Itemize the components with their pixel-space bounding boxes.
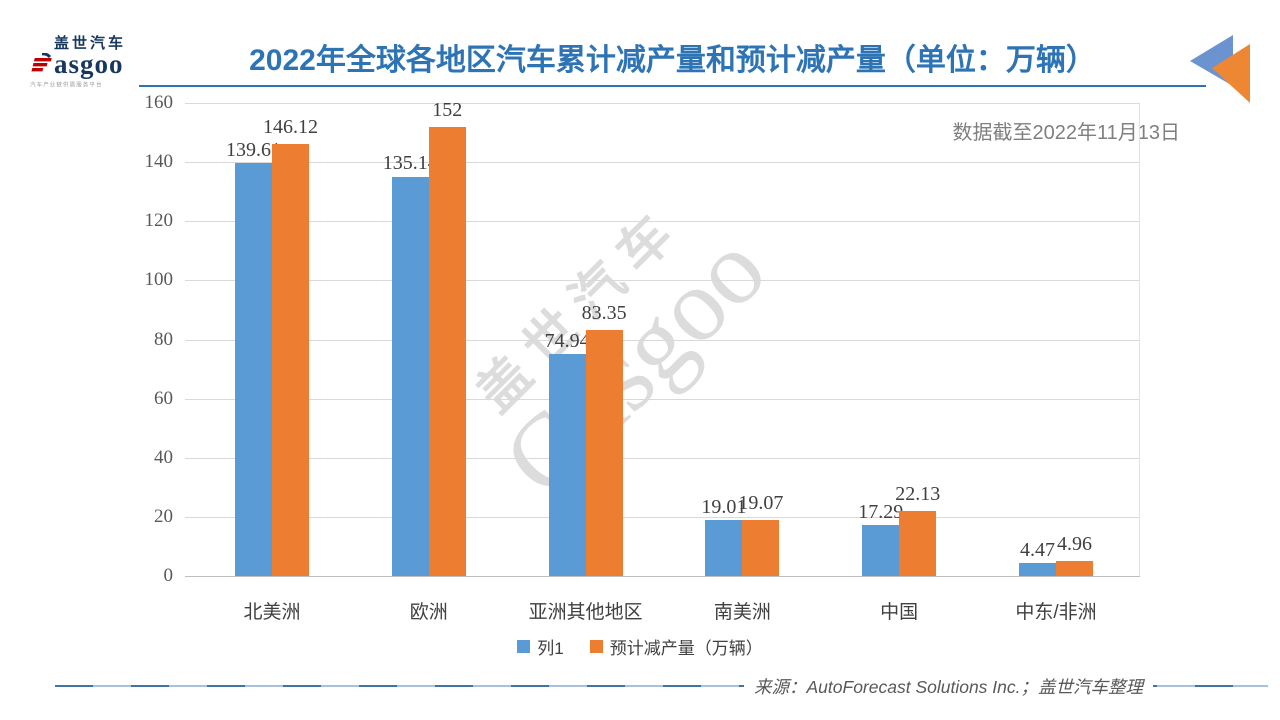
legend-label: 列1 [537, 639, 564, 658]
bar-s1-c0 [272, 144, 309, 576]
legend-item-0: 列1 [517, 634, 564, 659]
corner-triangles-icon [1190, 35, 1250, 103]
value-label-s1-c1: 152 [432, 98, 463, 121]
legend-item-1: 预计减产量（万辆） [589, 634, 763, 659]
value-label-s1-c2: 83.35 [581, 301, 627, 324]
logo-wordmark: asgoo [30, 50, 140, 78]
x-axis-line [185, 576, 1140, 577]
bar-s0-c3 [705, 519, 743, 576]
gridline [185, 457, 1140, 459]
bar-s0-c1 [391, 176, 429, 576]
bar-s1-c1 [428, 126, 466, 576]
value-label-s0-c0: 139.61 [226, 139, 281, 162]
value-label-s1-c0: 146.12 [263, 116, 318, 139]
data-cutoff-note: 数据截至2022年11月13日 [952, 122, 1181, 144]
legend-swatch-icon [517, 640, 531, 653]
y-axis-tick-label: 0 [163, 565, 174, 586]
value-label-s1-c5: 4.96 [1057, 533, 1092, 556]
y-axis-tick-label: 140 [144, 151, 174, 173]
value-label-s1-c3: 19.07 [738, 491, 784, 514]
gridline [185, 398, 1140, 400]
bar-s0-c4 [862, 524, 900, 576]
value-label-s0-c3: 19.01 [701, 495, 747, 518]
gridline [185, 280, 1140, 282]
y-axis-tick-label: 60 [154, 387, 173, 409]
chart-title: 2022年全球各地区汽车累计减产量和预计减产量（单位：万辆） [139, 42, 1206, 87]
bar-s1-c4 [899, 510, 937, 576]
gridline [185, 339, 1140, 341]
legend-label: 预计减产量（万辆） [609, 639, 763, 658]
logo-tagline: 汽车产业链供需服务平台 [30, 82, 103, 89]
logo-chinese-name: 盖世汽车 [54, 35, 127, 52]
value-label-s0-c2: 74.94 [544, 330, 590, 353]
category-label-2: 亚洲其他地区 [528, 602, 643, 623]
category-label-4: 中国 [880, 602, 919, 623]
source-text: 来源：AutoForecast Solutions Inc.；盖世汽车整理 [744, 674, 1153, 699]
value-label-s1-c4: 22.13 [895, 482, 941, 505]
gasgoo-logo: 盖世汽车 asgoo 汽车产业链供需服务平台 [30, 36, 140, 95]
y-axis-tick-label: 80 [154, 328, 173, 350]
bar-s0-c5 [1019, 562, 1056, 576]
value-label-s0-c1: 135.14 [382, 152, 438, 175]
bar-s1-c2 [585, 329, 623, 576]
gridline [185, 162, 1140, 164]
logo-latin-name: asgoo [54, 49, 124, 79]
y-axis-tick-label: 100 [144, 269, 174, 291]
logo-g-stripes-icon [31, 53, 52, 72]
plot-area: 0 20 40 60 80 100 120 140 160 139.61 146.12 北美洲 135.… [145, 92, 1140, 623]
y-axis-tick-label: 160 [144, 92, 174, 113]
category-label-1: 欧洲 [409, 602, 448, 623]
bar-s1-c3 [742, 519, 780, 576]
y-axis-tick-label: 40 [154, 446, 173, 468]
category-label-5: 中东/非洲 [1015, 602, 1097, 623]
gridline [185, 516, 1140, 518]
value-label-s0-c5: 4.47 [1020, 538, 1055, 561]
plot-right-border [1139, 103, 1140, 576]
footer-dashed-line [55, 685, 1268, 687]
gridline [185, 221, 1140, 223]
category-label-0: 北美洲 [243, 602, 301, 623]
bar-s0-c2 [548, 354, 586, 576]
legend-swatch-icon [589, 640, 603, 653]
bar-s1-c5 [1056, 561, 1093, 576]
y-axis-tick-label: 20 [154, 505, 173, 527]
value-label-s0-c4: 17.29 [858, 500, 904, 523]
y-axis-tick-label: 120 [144, 210, 174, 232]
gridline [185, 103, 1140, 104]
bar-s0-c0 [235, 163, 272, 576]
chart-legend: 列1 预计减产量（万辆） [0, 634, 1280, 659]
category-label-3: 南美洲 [713, 602, 771, 623]
